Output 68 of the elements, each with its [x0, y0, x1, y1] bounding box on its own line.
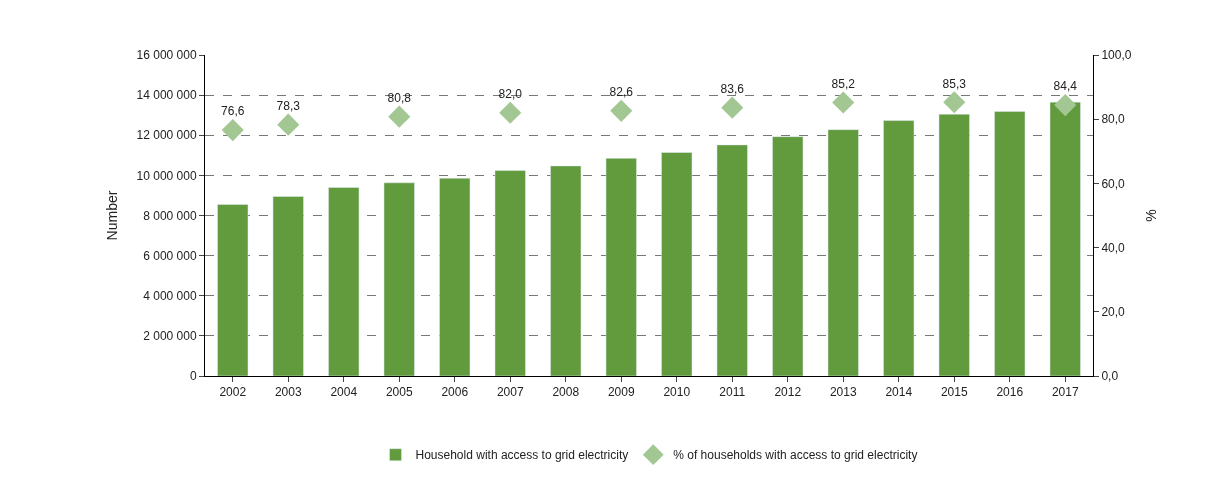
y-axis-title: Number — [104, 190, 121, 241]
y-tick-label: 0 — [189, 369, 197, 384]
y2-tick-label: 40,0 — [1101, 240, 1126, 255]
point — [1054, 94, 1077, 117]
y2-tick-label: 60,0 — [1101, 176, 1126, 191]
x-tick-label: 2005 — [385, 385, 413, 400]
x-tick-label: 2009 — [607, 385, 635, 400]
bar — [494, 170, 526, 376]
y2-tick-label: 20,0 — [1101, 305, 1126, 319]
point — [832, 91, 855, 114]
bar — [827, 129, 859, 376]
y-tick-label: 12 000 000 — [136, 128, 197, 143]
x-tick-label: 2007 — [496, 385, 524, 400]
bar — [439, 177, 471, 376]
bar — [938, 113, 970, 376]
legend-label: Household with access to grid electricity — [415, 448, 629, 463]
y2-tick-label: 0,0 — [1101, 369, 1119, 384]
x-tick-label: 2015 — [940, 385, 968, 400]
y-tick-label: 14 000 000 — [136, 88, 197, 103]
data-label: 85,3 — [942, 76, 967, 91]
bar — [994, 111, 1026, 376]
y2-tick-label: 100,0 — [1101, 48, 1132, 63]
y-tick-label: 8 000 000 — [143, 208, 197, 223]
bar — [217, 204, 249, 376]
data-label: 85,2 — [831, 76, 856, 91]
point — [221, 119, 244, 142]
y-tick-label: 6 000 000 — [143, 248, 197, 263]
x-tick-label: 2002 — [219, 385, 247, 400]
x-tick-label: 2011 — [719, 385, 746, 400]
y-tick-label: 2 000 000 — [143, 329, 197, 344]
data-label: 82,6 — [609, 85, 634, 100]
x-tick-label: 2016 — [996, 385, 1024, 400]
point — [721, 96, 744, 119]
bar — [883, 120, 915, 376]
point — [499, 101, 522, 124]
y2-tick-label: 80,0 — [1101, 112, 1126, 127]
legend-label: % of households with access to grid electricity — [673, 448, 918, 463]
x-tick-label: 2008 — [552, 385, 580, 400]
point — [388, 105, 411, 128]
bar — [550, 165, 582, 376]
x-tick-label: 2017 — [1051, 385, 1079, 400]
bar — [716, 144, 748, 376]
bar — [272, 196, 304, 376]
x-tick-label: 2006 — [441, 385, 469, 400]
x-tick-label: 2013 — [829, 385, 857, 400]
y-tick-label: 16 000 000 — [136, 48, 197, 63]
bar — [661, 152, 693, 376]
x-tick-label: 2012 — [774, 385, 802, 400]
x-tick-label: 2004 — [330, 385, 358, 400]
data-label: 83,6 — [720, 82, 745, 97]
bar — [328, 187, 360, 376]
bar — [383, 182, 415, 376]
point — [277, 113, 300, 136]
data-label: 84,4 — [1053, 79, 1078, 94]
data-label: 76,6 — [221, 104, 245, 119]
bar — [1049, 101, 1081, 376]
x-tick-label: 2014 — [885, 385, 913, 400]
point — [610, 99, 633, 122]
point — [943, 91, 966, 114]
y-tick-label: 4 000 000 — [143, 288, 197, 303]
bar — [605, 158, 637, 376]
y2-axis-title: % — [1143, 209, 1160, 222]
y-tick-label: 10 000 000 — [136, 168, 197, 183]
x-tick-label: 2010 — [663, 385, 691, 400]
x-tick-label: 2003 — [274, 385, 302, 400]
data-label: 82,0 — [498, 87, 523, 102]
data-label: 78,3 — [276, 99, 301, 114]
bar — [772, 136, 804, 376]
